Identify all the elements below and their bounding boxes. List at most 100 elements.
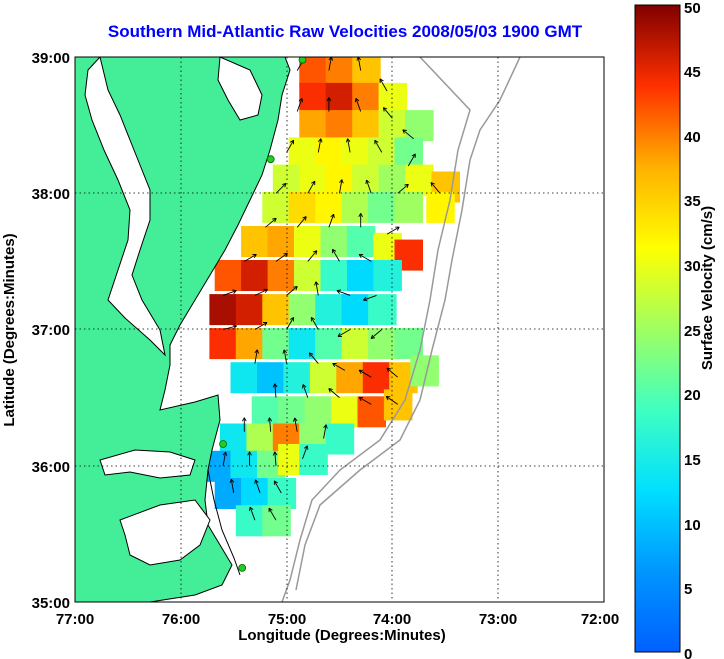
velocity-arrow: [365, 179, 372, 194]
velocity-arrow: [273, 480, 282, 494]
velocity-arrow: [222, 451, 228, 466]
velocity-cell: [352, 82, 381, 114]
y-tick-label: 35:00: [32, 595, 70, 612]
velocity-cell: [235, 505, 265, 537]
velocity-arrow: [317, 138, 323, 153]
velocity-cell: [272, 164, 302, 196]
x-axis: 77:00 76:00 75:00 74:00 73:00 72:00 Long…: [56, 611, 619, 644]
colorbar-tick-label: 30: [684, 258, 701, 275]
velocity-cell: [315, 294, 344, 326]
velocity-cell: [235, 294, 265, 326]
colorbar-label: Surface Velocity (cm/s): [699, 206, 716, 370]
velocity-cell: [336, 362, 365, 394]
velocity-cell: [341, 328, 371, 360]
velocity-arrow: [307, 180, 316, 194]
y-tick-label: 37:00: [32, 322, 70, 339]
x-tick-label: 77:00: [56, 611, 94, 628]
x-tick-label: 76:00: [162, 611, 200, 628]
plot-frame: [74, 56, 605, 603]
grid-lines: [75, 57, 604, 602]
velocity-arrow: [407, 153, 416, 167]
velocity-cell: [315, 191, 344, 223]
radar-site-marker: [266, 155, 275, 164]
x-tick-label: 73:00: [479, 611, 517, 628]
velocity-arrow: [326, 97, 332, 112]
velocity-arrow: [345, 138, 351, 153]
velocity-cell: [325, 57, 355, 87]
velocity-cell: [235, 328, 265, 360]
pamlico-sound: [119, 499, 211, 566]
velocity-cell: [394, 137, 423, 169]
velocity-cell: [383, 389, 413, 421]
velocity-arrow: [386, 226, 400, 235]
velocity-cell: [315, 328, 344, 360]
velocity-cell: [251, 396, 281, 428]
velocity-cell: [267, 226, 297, 257]
velocity-cell: [299, 444, 328, 475]
velocity-cell: [362, 362, 392, 394]
velocity-cell: [209, 294, 238, 326]
velocity-cell: [299, 82, 328, 114]
velocity-cell: [294, 260, 323, 291]
colorbar-tick-label: 20: [684, 387, 701, 404]
colorbar-gradient: [634, 4, 681, 653]
velocity-cell: [257, 362, 286, 394]
radar-site-marker: [238, 564, 247, 572]
velocity-cell: [299, 110, 328, 142]
velocity-cell: [341, 294, 371, 326]
velocity-cell: [267, 260, 297, 291]
velocity-arrow: [301, 384, 309, 398]
velocity-arrow: [358, 213, 363, 228]
velocity-arrow: [286, 139, 295, 153]
velocity-cell: [368, 328, 397, 360]
velocity-cell: [241, 226, 270, 257]
velocity-arrow: [314, 281, 319, 296]
colorbar-tick-label: 50: [684, 0, 701, 17]
velocity-arrow: [337, 329, 351, 337]
velocity-cell: [320, 260, 349, 291]
velocity-arrow: [293, 417, 298, 432]
chesapeake-bay: [84, 57, 166, 357]
velocity-arrow: [354, 97, 362, 112]
velocity-arrow: [249, 506, 256, 521]
colorbar-tick-label: 45: [684, 64, 701, 81]
velocity-arrow: [328, 388, 340, 398]
velocity-arrow: [358, 369, 372, 378]
velocity-cell: [315, 137, 344, 169]
radar-sites: [219, 57, 307, 572]
y-axis-label: Latitude (Degrees:Minutes): [1, 233, 18, 426]
velocity-arrow: [323, 424, 328, 439]
velocity-arrow: [254, 322, 268, 330]
colorbar-tick-label: 40: [684, 129, 701, 146]
velocity-cell: [378, 110, 408, 142]
velocity-arrow: [310, 317, 319, 330]
y-axis: 35:00 36:00 37:00 38:00 39:00 Latitude (…: [1, 50, 70, 612]
velocity-arrow: [358, 396, 372, 405]
velocity-cell: [299, 164, 328, 196]
velocity-arrow: [363, 294, 377, 302]
velocity-arrow: [272, 451, 278, 466]
velocity-arrow: [302, 445, 309, 460]
velocity-arrow: [268, 507, 277, 521]
velocity-cell: [262, 505, 291, 537]
velocity-arrow: [397, 183, 409, 194]
velocity-arrow: [282, 349, 288, 364]
velocity-cell: [341, 191, 371, 223]
velocity-arrow: [374, 139, 383, 153]
chart-title: Southern Mid-Atlantic Raw Velocities 200…: [108, 22, 583, 41]
velocity-cell: [294, 226, 323, 257]
radar-site-marker: [298, 57, 307, 64]
velocity-cell: [405, 110, 434, 142]
x-tick-label: 72:00: [581, 611, 619, 628]
velocity-cell: [341, 137, 371, 169]
velocity-arrow: [229, 478, 235, 494]
velocity-cell: [352, 110, 381, 142]
velocity-arrow: [308, 352, 319, 364]
velocity-arrow: [242, 417, 247, 432]
velocity-cell: [320, 226, 349, 257]
velocity-arrow: [402, 129, 414, 140]
velocity-cell: [219, 423, 249, 455]
velocity-arrow: [244, 253, 257, 262]
velocity-arrow: [339, 179, 344, 194]
x-tick-label: 75:00: [268, 611, 306, 628]
